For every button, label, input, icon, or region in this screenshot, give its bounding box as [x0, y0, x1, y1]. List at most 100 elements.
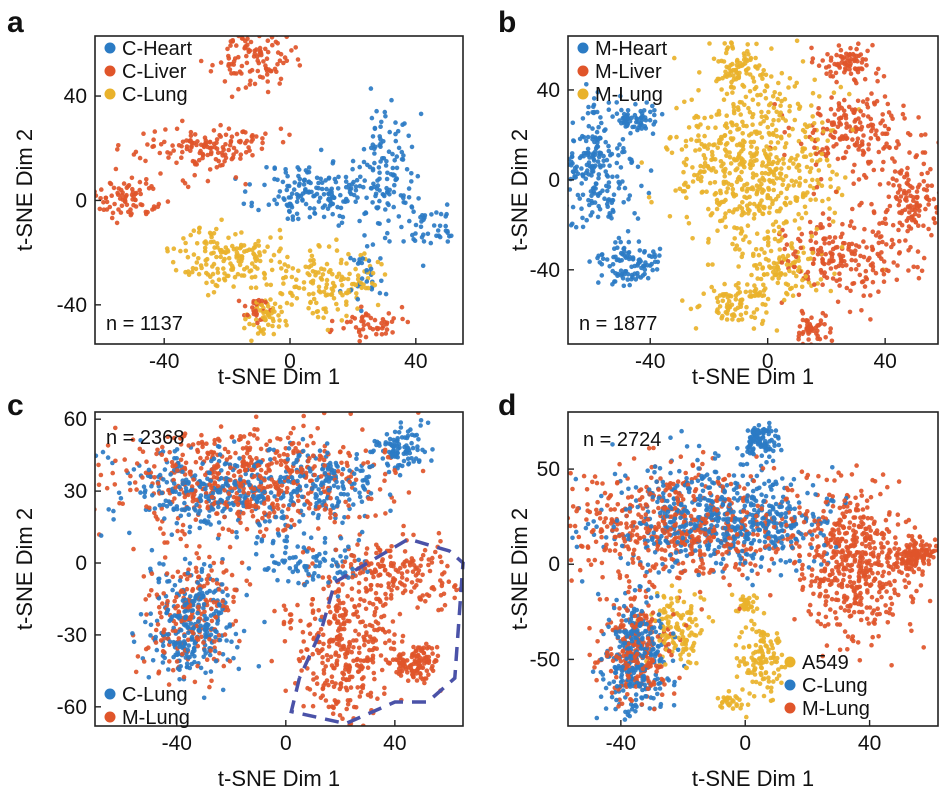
- data-point-c-heart: [364, 244, 370, 249]
- data-point-c-liver: [357, 327, 362, 333]
- data-point-c-lung: [310, 510, 316, 516]
- data-point-c-lung: [204, 241, 209, 246]
- data-point-c-lung: [216, 458, 222, 464]
- data-point-m-lung: [766, 130, 772, 136]
- data-point-m-liver: [843, 115, 849, 121]
- data-point-m-liver: [882, 216, 888, 222]
- data-point-m-lung: [192, 679, 198, 685]
- data-point-m-lung: [681, 182, 687, 187]
- data-point-m-liver: [865, 48, 870, 54]
- data-point-c-liver: [284, 58, 290, 64]
- data-point-c-lung: [289, 302, 295, 307]
- data-point-m-lung: [346, 503, 351, 508]
- data-point-m-lung: [739, 206, 745, 211]
- data-point-m-lung: [820, 120, 825, 125]
- data-point-m-lung: [808, 166, 814, 171]
- data-point-m-lung: [452, 595, 458, 601]
- data-point-m-lung: [797, 104, 803, 109]
- data-point-m-lung: [702, 156, 708, 161]
- data-point-c-lung: [190, 651, 195, 657]
- data-point-c-liver: [278, 126, 284, 132]
- data-point-c-lung: [316, 243, 321, 248]
- data-point-c-lung: [319, 277, 325, 282]
- data-point-c-lung: [355, 277, 361, 282]
- data-point-c-lung: [324, 277, 330, 283]
- data-point-c-heart: [382, 109, 388, 115]
- data-point-c-liver: [265, 49, 271, 55]
- data-point-m-lung: [333, 547, 339, 553]
- data-point-m-lung: [341, 444, 346, 450]
- data-point-m-lung: [281, 603, 287, 609]
- data-point-m-lung: [291, 425, 296, 431]
- data-point-m-lung: [753, 286, 759, 292]
- data-point-m-lung: [699, 141, 704, 147]
- data-point-c-heart: [326, 191, 332, 197]
- data-point-c-liver: [66, 197, 71, 202]
- data-point-c-lung: [326, 479, 332, 484]
- data-point-m-lung: [730, 90, 735, 95]
- data-point-m-liver: [850, 281, 855, 287]
- data-point-c-heart: [376, 165, 382, 170]
- data-point-m-lung: [263, 470, 269, 476]
- data-point-m-heart: [615, 146, 620, 151]
- data-point-c-liver: [231, 145, 237, 151]
- data-point-m-lung: [152, 475, 157, 480]
- data-point-m-lung: [816, 168, 822, 173]
- data-point-c-heart: [343, 179, 349, 184]
- data-point-m-lung: [269, 658, 275, 664]
- data-point-m-liver: [833, 70, 839, 76]
- data-point-c-lung: [379, 261, 384, 267]
- data-point-m-lung: [389, 544, 394, 549]
- data-point-c-liver: [114, 220, 120, 226]
- data-point-m-liver: [862, 226, 867, 232]
- data-point-m-liver: [893, 145, 899, 151]
- data-point-m-lung: [386, 584, 392, 590]
- data-point-m-liver: [846, 144, 851, 150]
- data-point-c-lung: [264, 309, 269, 315]
- data-point-m-lung: [757, 178, 762, 183]
- data-point-c-liver: [246, 47, 251, 52]
- data-point-c-lung: [201, 481, 207, 487]
- data-point-m-lung: [809, 234, 815, 239]
- data-point-m-lung: [724, 91, 730, 97]
- data-point-m-lung: [415, 571, 421, 576]
- data-point-m-heart: [627, 118, 633, 124]
- data-point-m-liver: [855, 136, 861, 141]
- data-point-m-liver: [908, 244, 913, 250]
- data-point-m-lung: [287, 620, 293, 625]
- data-point-c-lung: [204, 590, 210, 596]
- data-point-m-liver: [912, 204, 917, 209]
- data-point-c-lung: [199, 569, 205, 574]
- data-point-c-heart: [410, 232, 415, 238]
- data-point-m-heart: [586, 197, 591, 203]
- data-point-m-lung: [737, 247, 742, 252]
- data-point-m-lung: [738, 60, 743, 66]
- data-point-m-lung: [321, 412, 327, 416]
- data-point-c-liver: [390, 330, 395, 335]
- data-point-m-lung: [800, 149, 805, 154]
- data-point-c-liver: [119, 192, 125, 198]
- data-point-m-lung: [59, 515, 64, 520]
- data-point-m-heart: [572, 175, 577, 180]
- data-point-m-lung: [301, 639, 307, 644]
- data-point-m-liver: [895, 263, 900, 268]
- data-point-c-lung: [338, 260, 344, 266]
- data-point-m-lung: [161, 531, 166, 536]
- data-point-c-lung: [228, 261, 233, 266]
- data-point-m-lung: [789, 178, 795, 184]
- data-point-c-liver: [227, 67, 233, 72]
- data-point-m-liver: [861, 293, 866, 299]
- data-point-m-lung: [702, 133, 707, 139]
- data-point-c-heart: [385, 201, 390, 206]
- data-point-c-lung: [208, 478, 213, 484]
- data-point-c-lung: [249, 261, 255, 266]
- data-point-c-lung: [171, 246, 177, 251]
- data-point-m-lung: [156, 669, 162, 674]
- data-point-m-heart: [606, 184, 612, 190]
- data-point-m-heart: [639, 183, 644, 189]
- data-point-m-liver: [897, 198, 903, 204]
- data-point-m-heart: [596, 154, 602, 160]
- data-point-m-lung: [764, 144, 769, 149]
- data-point-c-heart: [284, 187, 290, 193]
